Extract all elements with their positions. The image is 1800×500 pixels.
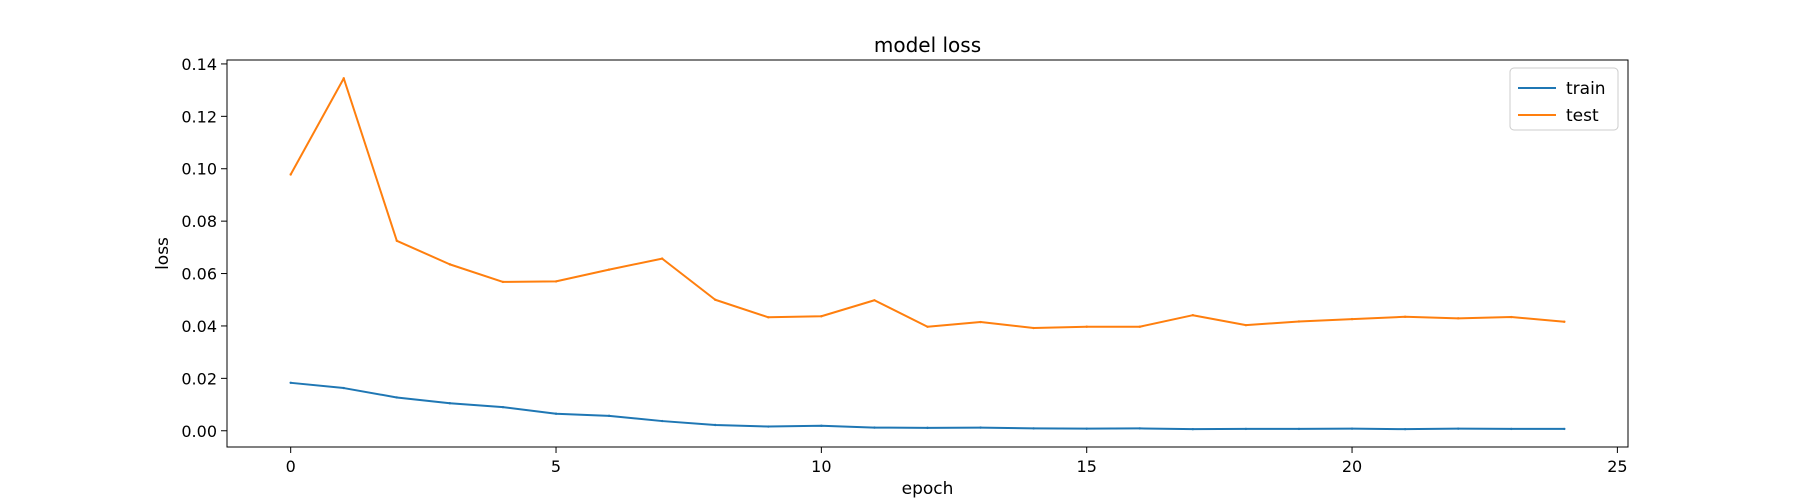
data-point-test [979, 320, 982, 324]
data-point-train [1456, 427, 1460, 430]
data-point-train [342, 386, 345, 390]
data-point-train [1032, 427, 1035, 430]
data-point-train [873, 426, 876, 429]
data-point-train [1085, 427, 1088, 430]
series-line-train [290, 381, 1565, 431]
data-point-test [926, 325, 929, 328]
data-point-test [1456, 317, 1460, 320]
data-point-test [873, 299, 876, 302]
x-tick-label: 0 [286, 457, 296, 476]
data-point-test [1138, 325, 1141, 328]
data-point-test [448, 263, 452, 266]
y-tick-label: 0.00 [181, 422, 217, 441]
data-point-train [1563, 427, 1566, 431]
data-point-test [660, 257, 664, 260]
data-point-test [289, 173, 292, 176]
y-tick-label: 0.10 [181, 160, 217, 179]
legend: train test [1509, 67, 1619, 131]
data-point-test [1085, 325, 1088, 328]
data-point-train [660, 419, 664, 423]
data-point-test [607, 268, 611, 271]
x-tick-label: 15 [1077, 457, 1097, 476]
y-tick-label: 0.14 [181, 55, 217, 74]
data-point-test [1297, 320, 1301, 323]
series-line-test [289, 77, 1565, 330]
data-point-train [1191, 427, 1195, 431]
legend-label-train: train [1566, 79, 1606, 99]
data-point-test [1032, 326, 1035, 330]
data-point-test [1350, 317, 1354, 321]
plot-frame [226, 59, 1629, 448]
data-point-train [448, 402, 452, 405]
x-tick-label: 10 [811, 457, 831, 476]
data-point-test [1403, 315, 1407, 318]
y-tick-label: 0.02 [181, 369, 217, 388]
data-point-test [714, 298, 717, 301]
legend-box [1509, 67, 1619, 131]
data-point-train [1297, 427, 1301, 431]
data-point-train [979, 426, 982, 429]
y-tick-label: 0.12 [181, 107, 217, 126]
data-point-train [395, 396, 399, 399]
x-tick-label: 25 [1607, 457, 1627, 476]
data-point-train [926, 426, 929, 430]
data-point-test [395, 239, 399, 242]
data-point-test [501, 280, 505, 284]
data-point-test [820, 315, 823, 318]
y-tick-label: 0.06 [181, 265, 217, 284]
axes: 0 5 10 15 20 25 0.00 0.02 0.04 0.06 0.08 0.10 0.12 0.… [181, 55, 1629, 476]
y-tick-label: 0.08 [181, 212, 217, 231]
data-point-train [714, 423, 717, 427]
data-point-train [1510, 427, 1513, 431]
data-point-train [820, 424, 823, 427]
data-point-train [1138, 427, 1141, 430]
data-point-train [1350, 427, 1354, 430]
data-point-test [767, 316, 770, 319]
data-point-test [1191, 314, 1195, 317]
chart-title: model loss [874, 33, 981, 57]
data-point-test [1510, 315, 1513, 319]
x-tick-label: 20 [1342, 457, 1362, 476]
data-point-train [607, 414, 611, 418]
y-tick-label: 0.04 [181, 317, 217, 336]
data-point-train [554, 412, 558, 415]
data-point-test [554, 280, 558, 283]
data-point-train [501, 405, 505, 409]
data-point-train [767, 425, 770, 428]
data-point-train [1403, 427, 1407, 431]
y-axis-title: loss [153, 237, 173, 270]
data-point-train [289, 381, 292, 385]
data-point-test [1563, 320, 1566, 323]
data-point-test [342, 77, 345, 80]
plot-lines [289, 77, 1566, 431]
x-tick-label: 5 [551, 457, 561, 476]
x-axis-title: epoch [902, 479, 954, 499]
data-point-train [1244, 427, 1248, 431]
data-point-test [1244, 323, 1248, 327]
legend-label-test: test [1566, 106, 1599, 126]
